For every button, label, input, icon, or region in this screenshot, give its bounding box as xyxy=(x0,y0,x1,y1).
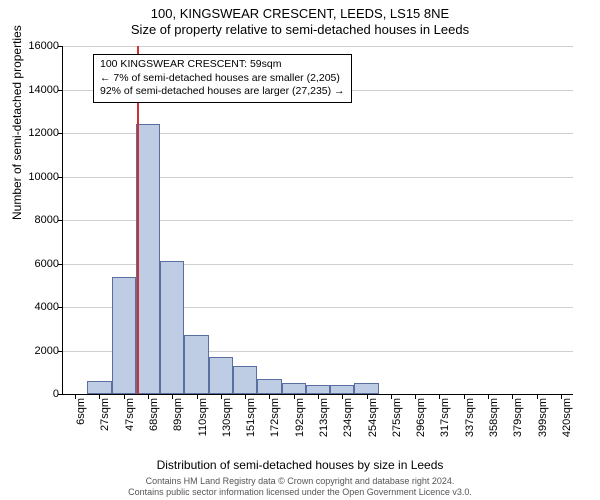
chart-subtitle: Size of property relative to semi-detach… xyxy=(0,21,600,37)
ytick-label: 6000 xyxy=(35,258,59,270)
footnote: Contains HM Land Registry data © Crown c… xyxy=(0,476,600,498)
xtick-label: 6sqm xyxy=(75,398,87,448)
plot-area: 02000400060008000100001200014000160006sq… xyxy=(62,46,573,395)
bar xyxy=(233,366,257,394)
xtick-label: 47sqm xyxy=(124,398,136,448)
bar xyxy=(184,335,208,394)
xtick-label: 420sqm xyxy=(561,398,573,448)
ytick-label: 10000 xyxy=(28,171,59,183)
xtick-label: 192sqm xyxy=(294,398,306,448)
y-axis-label: Number of semi-detached properties xyxy=(10,25,24,220)
ytick-label: 12000 xyxy=(28,127,59,139)
footnote-line2: Contains public sector information licen… xyxy=(0,487,600,498)
footnote-line1: Contains HM Land Registry data © Crown c… xyxy=(0,476,600,487)
xtick-label: 110sqm xyxy=(197,398,209,448)
bar xyxy=(112,277,136,394)
xtick-label: 27sqm xyxy=(99,398,111,448)
gridline xyxy=(63,46,573,47)
bar xyxy=(87,381,111,394)
info-box-line2: ← 7% of semi-detached houses are smaller… xyxy=(100,72,345,86)
chart-title: 100, KINGSWEAR CRESCENT, LEEDS, LS15 8NE xyxy=(0,0,600,21)
bar xyxy=(209,357,233,394)
xtick-label: 68sqm xyxy=(148,398,160,448)
xtick-label: 399sqm xyxy=(537,398,549,448)
bar xyxy=(257,379,281,394)
ytick-label: 8000 xyxy=(35,214,59,226)
xtick-label: 296sqm xyxy=(415,398,427,448)
ytick-label: 0 xyxy=(53,388,59,400)
ytick-label: 14000 xyxy=(28,84,59,96)
info-box-line1: 100 KINGSWEAR CRESCENT: 59sqm xyxy=(100,58,345,72)
xtick-label: 172sqm xyxy=(269,398,281,448)
x-axis-label: Distribution of semi-detached houses by … xyxy=(0,458,600,472)
xtick-label: 254sqm xyxy=(367,398,379,448)
xtick-label: 358sqm xyxy=(488,398,500,448)
ytick-label: 4000 xyxy=(35,301,59,313)
ytick-label: 16000 xyxy=(28,40,59,52)
xtick-label: 89sqm xyxy=(172,398,184,448)
xtick-label: 337sqm xyxy=(464,398,476,448)
xtick-label: 275sqm xyxy=(391,398,403,448)
bar xyxy=(306,385,330,394)
bar xyxy=(330,385,354,394)
xtick-label: 317sqm xyxy=(439,398,451,448)
xtick-label: 234sqm xyxy=(342,398,354,448)
bar xyxy=(136,124,160,394)
info-box-line3: 92% of semi-detached houses are larger (… xyxy=(100,85,345,99)
info-box: 100 KINGSWEAR CRESCENT: 59sqm← 7% of sem… xyxy=(93,54,352,103)
xtick-label: 130sqm xyxy=(221,398,233,448)
xtick-label: 151sqm xyxy=(245,398,257,448)
bar xyxy=(160,261,184,394)
bar xyxy=(354,383,378,394)
chart-area: 02000400060008000100001200014000160006sq… xyxy=(62,46,572,394)
xtick-label: 379sqm xyxy=(512,398,524,448)
bar xyxy=(282,383,306,394)
xtick-label: 213sqm xyxy=(318,398,330,448)
ytick-label: 2000 xyxy=(35,345,59,357)
